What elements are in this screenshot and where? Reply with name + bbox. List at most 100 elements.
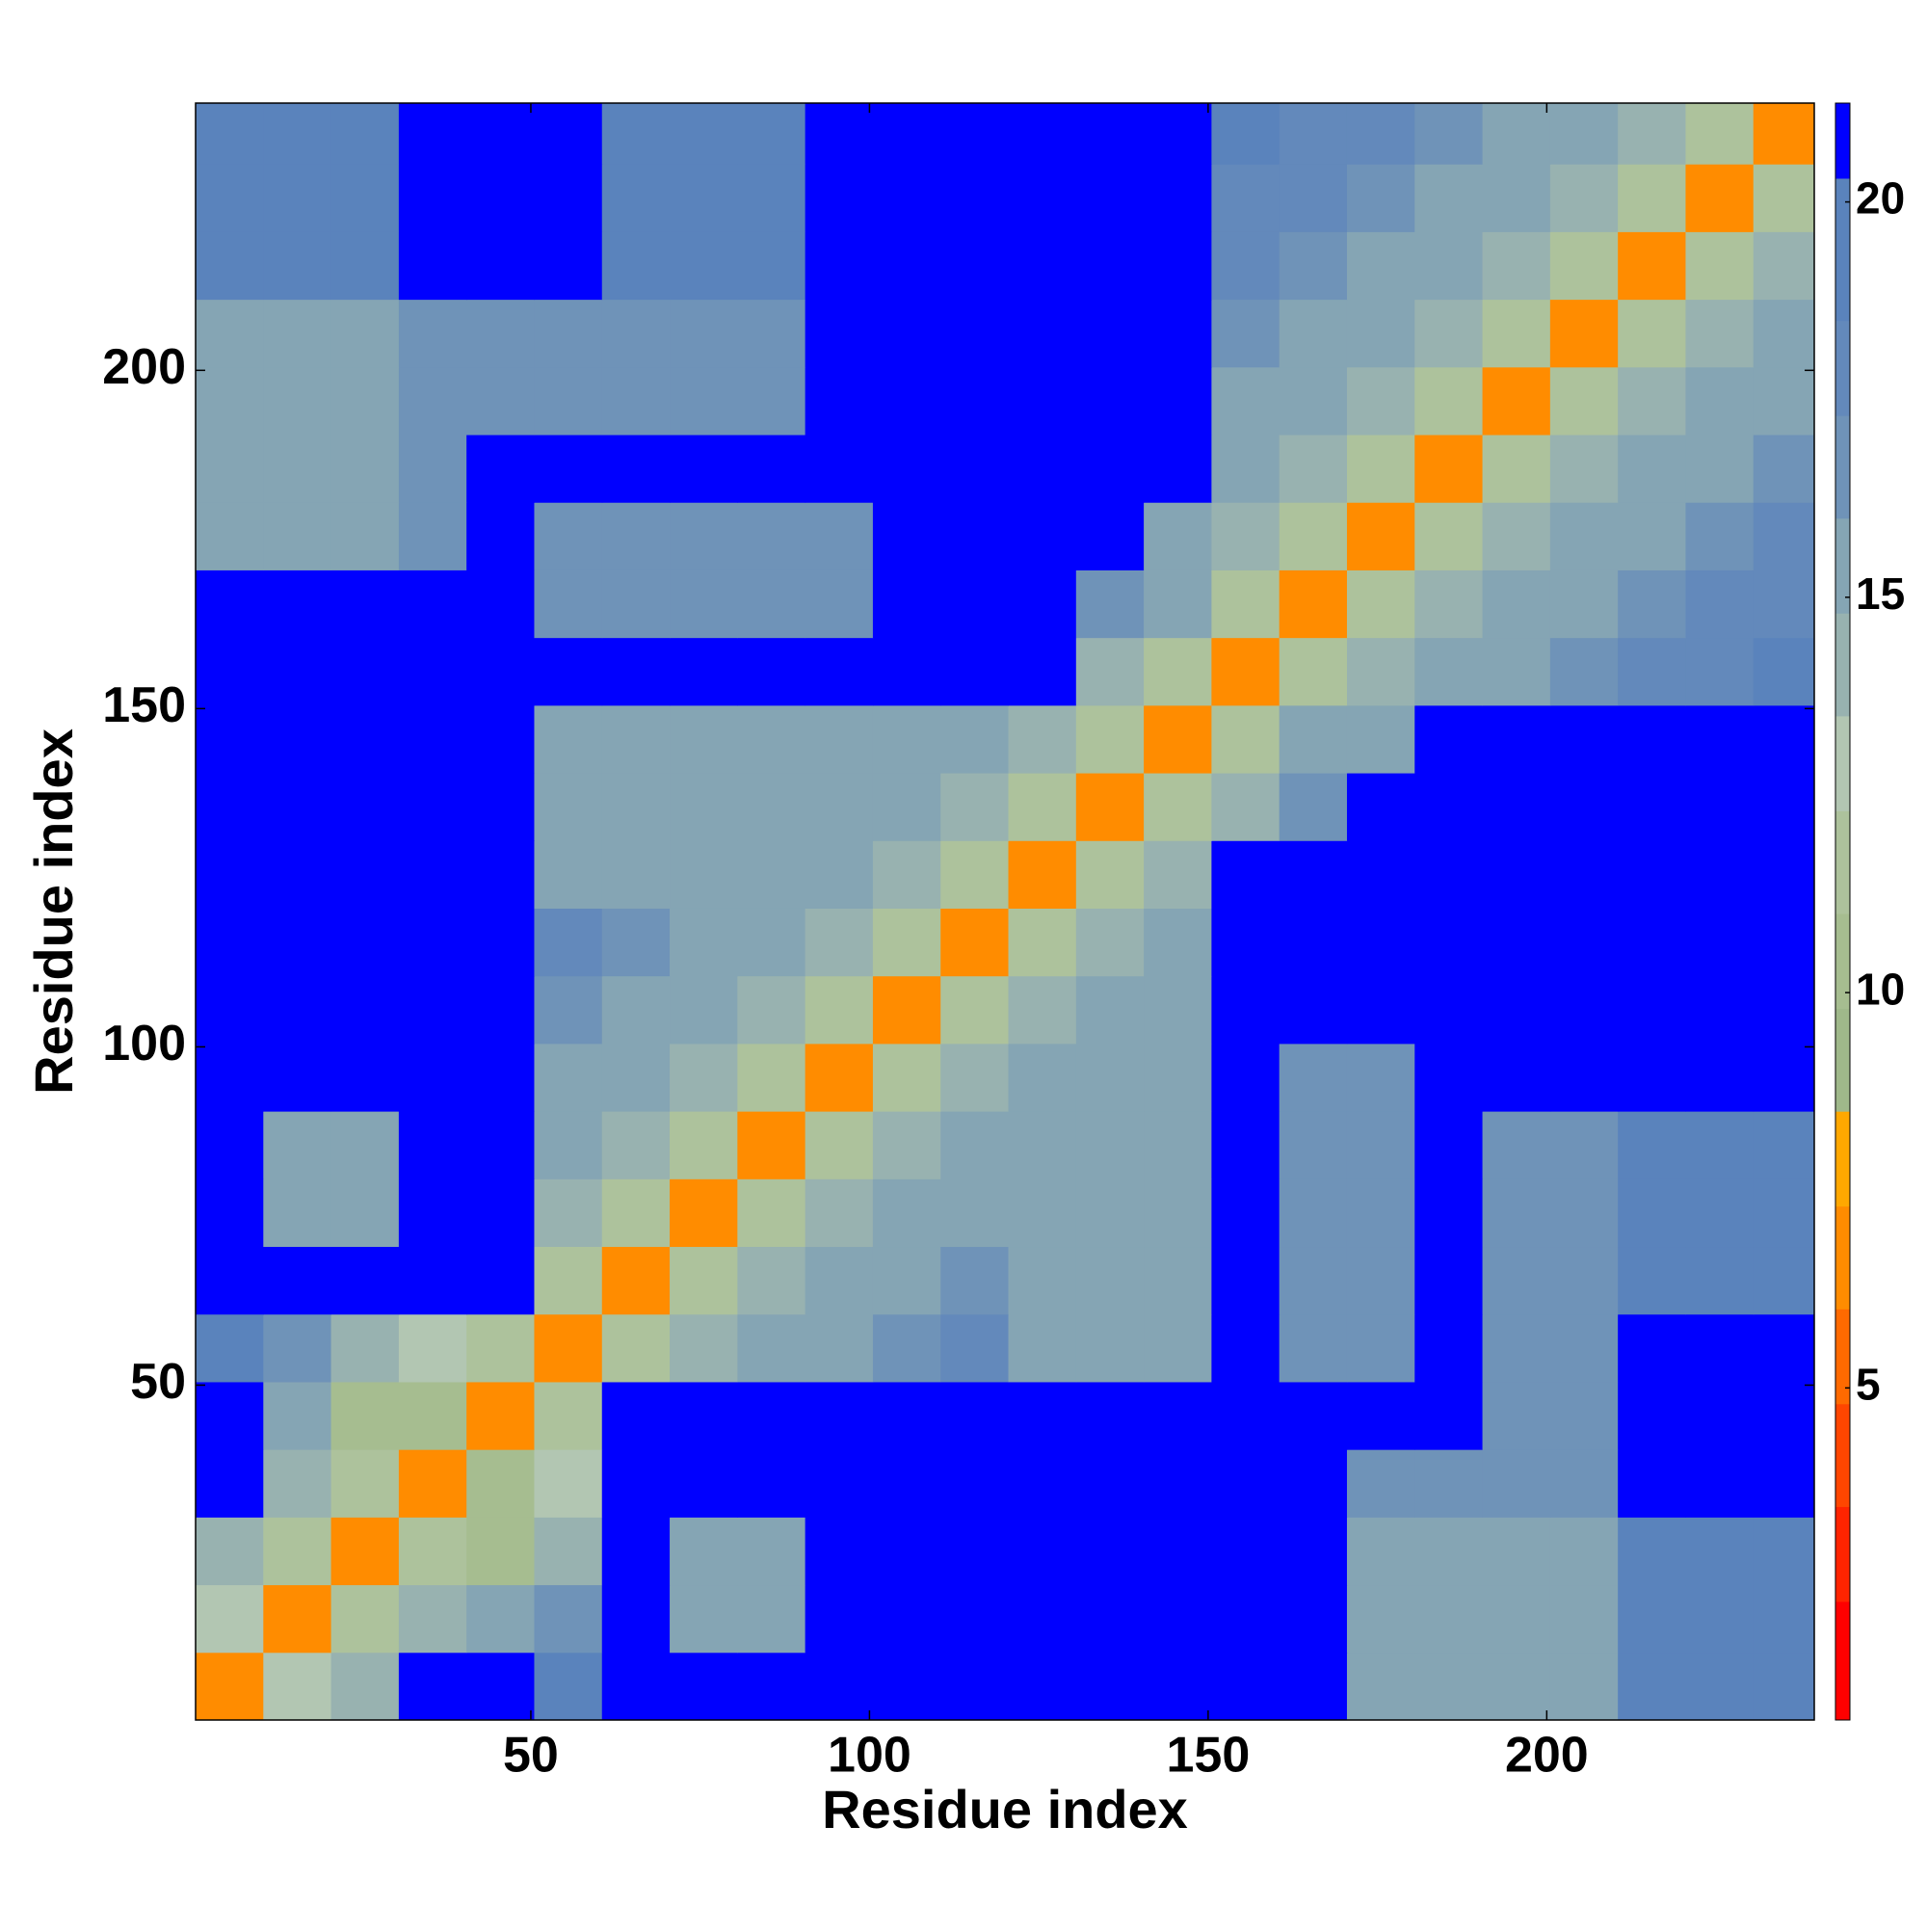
heatmap-cell bbox=[1346, 569, 1415, 639]
heatmap-cell bbox=[737, 366, 806, 436]
heatmap-cell bbox=[670, 1111, 738, 1179]
heatmap-cell bbox=[872, 1652, 941, 1721]
heatmap-cell bbox=[1144, 569, 1212, 639]
colorbar-tick-label: 10 bbox=[1856, 964, 1905, 1014]
heatmap-cell bbox=[1346, 1246, 1415, 1315]
heatmap-cell bbox=[1279, 231, 1348, 301]
heatmap-cell bbox=[534, 164, 603, 232]
heatmap-cell bbox=[466, 502, 535, 570]
heatmap-cell bbox=[872, 1584, 941, 1654]
heatmap-cell bbox=[670, 840, 738, 909]
heatmap-cell bbox=[196, 975, 264, 1045]
heatmap-cell bbox=[737, 840, 806, 909]
heatmap-cell bbox=[534, 1043, 603, 1112]
heatmap-cell bbox=[670, 773, 738, 841]
heatmap-cell bbox=[398, 908, 467, 977]
heatmap-cell bbox=[1279, 164, 1348, 232]
heatmap-cell bbox=[737, 502, 806, 570]
heatmap-cell bbox=[1685, 1246, 1755, 1315]
heatmap-cell bbox=[398, 975, 467, 1045]
heatmap-cell bbox=[1618, 1584, 1686, 1654]
heatmap-cell bbox=[1144, 1652, 1212, 1721]
x-tick-label: 150 bbox=[1166, 1728, 1250, 1784]
heatmap-cell bbox=[670, 366, 738, 436]
heatmap-cell bbox=[1008, 1517, 1077, 1586]
heatmap-cell bbox=[872, 1381, 941, 1450]
heatmap-cell bbox=[1008, 908, 1077, 977]
heatmap-cell bbox=[737, 1381, 806, 1450]
heatmap-cell bbox=[1618, 637, 1686, 706]
heatmap-cell bbox=[196, 1178, 264, 1248]
heatmap-cell bbox=[1482, 1043, 1551, 1112]
heatmap-cell bbox=[330, 103, 400, 165]
heatmap-cell bbox=[330, 773, 400, 841]
heatmap-cell bbox=[1211, 908, 1280, 977]
heatmap-cell bbox=[263, 231, 332, 301]
heatmap-cell bbox=[1075, 231, 1145, 301]
heatmap-cell bbox=[940, 637, 1010, 706]
heatmap-cell bbox=[670, 704, 738, 774]
heatmap-cell bbox=[1211, 975, 1280, 1045]
colorbar-segment bbox=[1835, 715, 1850, 811]
heatmap-cell bbox=[398, 1111, 467, 1179]
heatmap-cell bbox=[1685, 103, 1755, 165]
heatmap-cell bbox=[466, 975, 535, 1045]
heatmap-cell bbox=[1753, 231, 1815, 301]
heatmap-cell bbox=[263, 1111, 332, 1179]
heatmap-cell bbox=[601, 164, 671, 232]
heatmap-cell bbox=[1144, 1517, 1212, 1586]
heatmap-cell bbox=[263, 637, 332, 706]
heatmap-cell bbox=[330, 1449, 400, 1518]
colorbar-segment bbox=[1835, 1601, 1850, 1721]
heatmap-cell bbox=[1346, 103, 1415, 165]
heatmap-cell bbox=[398, 103, 467, 165]
heatmap-cell bbox=[1549, 1178, 1619, 1248]
heatmap-cell bbox=[1075, 1313, 1145, 1383]
heatmap-cell bbox=[330, 1246, 400, 1315]
heatmap-cell bbox=[466, 908, 535, 977]
heatmap-cell bbox=[1346, 231, 1415, 301]
heatmap-cell bbox=[1549, 231, 1619, 301]
heatmap-cell bbox=[1482, 975, 1551, 1045]
heatmap-cell bbox=[1075, 569, 1145, 639]
heatmap-cell bbox=[1008, 435, 1077, 503]
heatmap-cell bbox=[1685, 1111, 1755, 1179]
heatmap-cell bbox=[940, 103, 1010, 165]
heatmap-cell bbox=[670, 103, 738, 165]
heatmap-cell bbox=[1075, 103, 1145, 165]
heatmap-cell bbox=[1753, 569, 1815, 639]
heatmap-cell bbox=[1279, 435, 1348, 503]
heatmap-cell bbox=[872, 637, 941, 706]
heatmap-cell bbox=[1075, 1584, 1145, 1654]
heatmap-cell bbox=[601, 1178, 671, 1248]
heatmap-cell bbox=[534, 435, 603, 503]
heatmap-cell bbox=[1685, 1449, 1755, 1518]
heatmap-cell bbox=[1482, 569, 1551, 639]
heatmap-cell bbox=[1414, 299, 1484, 368]
heatmap-cell bbox=[872, 975, 941, 1045]
heatmap-cell bbox=[1414, 1652, 1484, 1721]
heatmap-cell bbox=[1279, 1449, 1348, 1518]
heatmap-cell bbox=[805, 366, 874, 436]
heatmap-cell bbox=[1549, 637, 1619, 706]
heatmap-cell bbox=[601, 908, 671, 977]
heatmap-cell bbox=[1211, 502, 1280, 570]
colorbar-segment bbox=[1835, 1309, 1850, 1405]
heatmap-cell bbox=[670, 231, 738, 301]
heatmap-cell bbox=[398, 1449, 467, 1518]
heatmap-cell bbox=[670, 1246, 738, 1315]
heatmap-cell bbox=[1482, 637, 1551, 706]
heatmap-cell bbox=[805, 1449, 874, 1518]
heatmap-cell bbox=[330, 975, 400, 1045]
heatmap-cell bbox=[805, 1313, 874, 1383]
heatmap-cell bbox=[601, 704, 671, 774]
heatmap-cell bbox=[1618, 1246, 1686, 1315]
heatmap-cell bbox=[1279, 1652, 1348, 1721]
heatmap-cell bbox=[940, 773, 1010, 841]
heatmap-cell bbox=[872, 840, 941, 909]
heatmap-cell bbox=[1008, 1043, 1077, 1112]
heatmap-cell bbox=[601, 1584, 671, 1654]
heatmap-cell bbox=[601, 840, 671, 909]
heatmap-cell bbox=[737, 1449, 806, 1518]
